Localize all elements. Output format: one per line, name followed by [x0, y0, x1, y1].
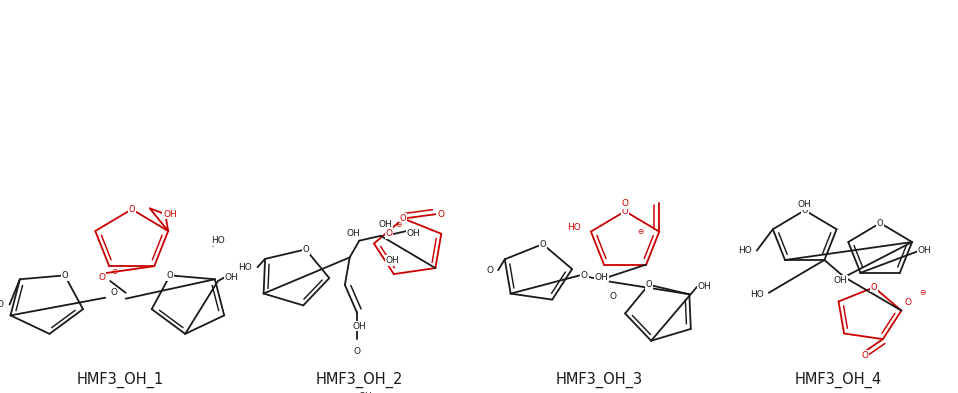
Text: O: O [581, 271, 588, 279]
Text: OH: OH [595, 273, 608, 281]
Text: O: O [609, 292, 617, 301]
Text: ⊖: ⊖ [637, 227, 644, 236]
Text: OH: OH [406, 230, 420, 238]
Text: O: O [437, 210, 445, 219]
Text: O: O [622, 199, 628, 208]
Text: HO: HO [238, 263, 251, 272]
Text: ⊖: ⊖ [396, 220, 402, 228]
Text: OH: OH [386, 256, 399, 265]
Text: HO: HO [212, 236, 225, 245]
Text: OH: OH [697, 283, 711, 291]
Text: O: O [622, 207, 628, 216]
Text: O: O [303, 245, 309, 254]
Text: O: O [128, 205, 135, 214]
Text: HO: HO [750, 290, 764, 299]
Text: OH: OH [347, 230, 360, 238]
Text: O: O [0, 300, 4, 309]
Text: OH: OH [378, 220, 393, 228]
Text: O: O [99, 273, 105, 281]
Text: O: O [400, 214, 406, 223]
Text: OH: OH [163, 210, 177, 219]
Text: OH: OH [353, 322, 366, 331]
Text: HMF3_OH_4: HMF3_OH_4 [794, 372, 882, 388]
Text: OH: OH [833, 275, 848, 285]
Text: O: O [871, 283, 878, 292]
Text: HO: HO [567, 224, 581, 232]
Text: O: O [539, 240, 546, 249]
Text: ⊖: ⊖ [920, 288, 926, 297]
Text: O: O [802, 206, 808, 215]
Text: O: O [386, 230, 393, 238]
Text: HMF3_OH_2: HMF3_OH_2 [315, 372, 403, 388]
Text: OH: OH [918, 246, 931, 255]
Text: ⊖: ⊖ [112, 267, 118, 275]
Text: O: O [167, 271, 173, 280]
Text: O: O [861, 351, 868, 360]
Text: O: O [487, 266, 493, 275]
Text: HMF3_OH_3: HMF3_OH_3 [556, 372, 642, 388]
Text: OH: OH [224, 273, 238, 281]
Text: HO: HO [739, 246, 752, 255]
Text: O: O [61, 271, 68, 280]
Text: O: O [646, 280, 652, 289]
Text: O: O [110, 288, 117, 297]
Text: O: O [354, 347, 360, 356]
Text: HMF3_OH_1: HMF3_OH_1 [76, 372, 164, 388]
Text: O: O [904, 298, 911, 307]
Text: OH: OH [798, 200, 811, 209]
Text: O: O [877, 219, 883, 228]
